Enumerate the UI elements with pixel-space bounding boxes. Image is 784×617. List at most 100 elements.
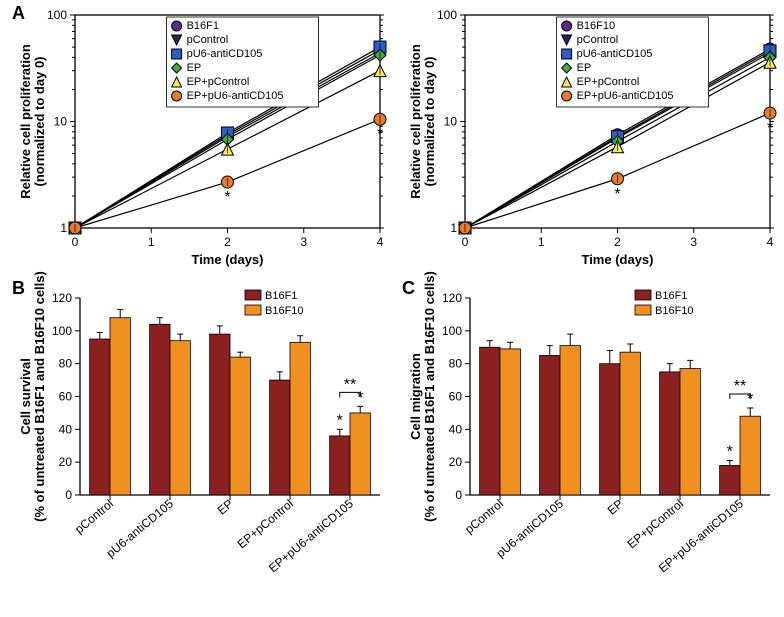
svg-text:EP: EP xyxy=(577,62,592,74)
svg-text:Cell migration: Cell migration xyxy=(408,353,423,440)
svg-text:EP+pU6-antiCD105: EP+pU6-antiCD105 xyxy=(577,90,674,102)
svg-text:80: 80 xyxy=(449,357,463,371)
svg-text:B16F10: B16F10 xyxy=(655,305,694,317)
svg-text:*: * xyxy=(337,412,343,429)
bar xyxy=(720,465,740,495)
svg-text:80: 80 xyxy=(59,357,73,371)
bar xyxy=(150,324,170,495)
svg-text:120: 120 xyxy=(442,291,462,305)
svg-text:pControl: pControl xyxy=(462,497,506,537)
bar xyxy=(210,334,230,495)
svg-text:pControl: pControl xyxy=(577,34,619,46)
svg-text:1: 1 xyxy=(538,235,545,249)
svg-text:pU6-antiCD105: pU6-antiCD105 xyxy=(187,48,263,60)
svg-text:(% of untreated B16F1 and B16F: (% of untreated B16F1 and B16F10 cells) xyxy=(32,271,47,522)
bar xyxy=(540,355,560,495)
svg-text:EP+pControl: EP+pControl xyxy=(187,76,250,88)
svg-text:10: 10 xyxy=(54,115,68,129)
bar xyxy=(660,372,680,495)
svg-text:B16F1: B16F1 xyxy=(265,290,297,302)
svg-text:EP+pControl: EP+pControl xyxy=(235,497,296,552)
svg-text:3: 3 xyxy=(300,235,307,249)
svg-text:(% of untreated B16F1 and B16F: (% of untreated B16F1 and B16F10 cells) xyxy=(422,271,437,522)
svg-text:B16F1: B16F1 xyxy=(187,20,219,32)
svg-text:20: 20 xyxy=(449,455,463,469)
svg-text:pU6-antiCD105: pU6-antiCD105 xyxy=(577,48,653,60)
svg-text:40: 40 xyxy=(449,422,463,436)
svg-text:EP: EP xyxy=(215,497,236,518)
svg-text:4: 4 xyxy=(377,235,384,249)
svg-text:(normalized to day 0): (normalized to day 0) xyxy=(422,56,437,186)
svg-text:1: 1 xyxy=(60,221,67,235)
svg-text:4: 4 xyxy=(767,235,774,249)
svg-text:B16F10: B16F10 xyxy=(265,305,304,317)
svg-text:Relative cell proliferation: Relative cell proliferation xyxy=(408,44,423,199)
svg-text:0: 0 xyxy=(455,488,462,502)
bar xyxy=(500,349,520,495)
svg-text:20: 20 xyxy=(59,455,73,469)
bar xyxy=(290,342,310,495)
svg-text:100: 100 xyxy=(52,324,72,338)
bar xyxy=(350,413,370,495)
svg-text:100: 100 xyxy=(442,324,462,338)
svg-text:Cell survival: Cell survival xyxy=(18,358,33,435)
svg-text:EP+pU6-antiCD105: EP+pU6-antiCD105 xyxy=(187,90,284,102)
svg-text:100: 100 xyxy=(47,8,67,22)
svg-text:1: 1 xyxy=(148,235,155,249)
svg-text:0: 0 xyxy=(72,235,79,249)
bar xyxy=(740,416,760,495)
svg-text:**: ** xyxy=(344,376,356,393)
panel-label-B: B xyxy=(12,278,25,299)
svg-text:1: 1 xyxy=(450,221,457,235)
svg-text:**: ** xyxy=(734,378,746,395)
svg-text:EP: EP xyxy=(605,497,626,518)
svg-text:*: * xyxy=(614,186,620,203)
svg-text:100: 100 xyxy=(437,8,457,22)
svg-text:EP+pControl: EP+pControl xyxy=(577,76,640,88)
svg-text:40: 40 xyxy=(59,422,73,436)
svg-text:pControl: pControl xyxy=(187,34,229,46)
svg-text:*: * xyxy=(767,120,773,137)
legend: B16F10 pControl pU6-antiCD105 EP EP+pControl… xyxy=(557,17,709,107)
svg-text:0: 0 xyxy=(65,488,72,502)
svg-text:*: * xyxy=(727,444,733,461)
svg-text:pControl: pControl xyxy=(72,497,116,537)
bar xyxy=(330,436,350,495)
svg-text:60: 60 xyxy=(449,390,463,404)
svg-text:EP: EP xyxy=(187,62,202,74)
legend: B16F1 pControl pU6-antiCD105 EP EP+pControl E… xyxy=(167,17,319,107)
bar xyxy=(560,346,580,495)
bar xyxy=(270,380,290,495)
bar-chart-B: 020406080100120pControlpU6-antiCD105EPEP… xyxy=(10,280,390,610)
svg-text:B16F1: B16F1 xyxy=(655,290,687,302)
svg-text:B16F10: B16F10 xyxy=(577,20,616,32)
svg-text:2: 2 xyxy=(224,235,231,249)
svg-text:120: 120 xyxy=(52,291,72,305)
bar xyxy=(620,352,640,495)
svg-text:*: * xyxy=(224,189,230,206)
svg-text:60: 60 xyxy=(59,390,73,404)
svg-text:3: 3 xyxy=(690,235,697,249)
bar xyxy=(600,364,620,495)
svg-text:10: 10 xyxy=(444,115,458,129)
svg-text:(normalized to day 0): (normalized to day 0) xyxy=(32,56,47,186)
legend: B16F1 B16F10 xyxy=(635,290,694,317)
bar xyxy=(680,369,700,495)
svg-text:Relative cell proliferation: Relative cell proliferation xyxy=(18,44,33,199)
panel-label-A: A xyxy=(12,3,25,24)
svg-text:0: 0 xyxy=(462,235,469,249)
bar xyxy=(480,347,500,495)
svg-text:EP+pControl: EP+pControl xyxy=(625,497,686,552)
svg-text:*: * xyxy=(377,126,383,143)
bar xyxy=(170,341,190,495)
line-chart-A_left: 01234110100**Time (days)Relative cell pr… xyxy=(10,5,390,270)
svg-text:Time (days): Time (days) xyxy=(191,252,263,267)
panel-label-C: C xyxy=(402,278,415,299)
legend: B16F1 B16F10 xyxy=(245,290,304,317)
bar xyxy=(90,339,110,495)
svg-text:Time (days): Time (days) xyxy=(581,252,653,267)
bar xyxy=(110,318,130,495)
bar-chart-C: 020406080100120pControlpU6-antiCD105EPEP… xyxy=(400,280,780,610)
svg-text:2: 2 xyxy=(614,235,621,249)
bar xyxy=(230,357,250,495)
